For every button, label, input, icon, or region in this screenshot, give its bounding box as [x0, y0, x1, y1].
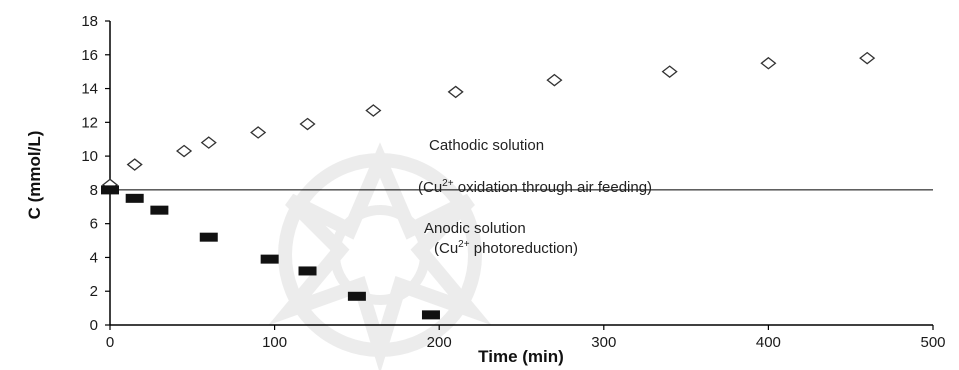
- anodic-data-point: [150, 205, 169, 215]
- cathodic-data-point: [760, 56, 777, 70]
- tick-labels: 0 100 200 300 400 500 0 2 4 6 8 10 12 14 16 18: [81, 13, 945, 351]
- y-tick-label: 8: [90, 182, 98, 199]
- cathodic-data-point: [859, 51, 876, 65]
- anodic-data-point: [199, 232, 218, 242]
- y-tick-label: 4: [90, 249, 98, 266]
- cathodic-data-point: [126, 158, 143, 171]
- cathodic-data-point: [546, 73, 563, 87]
- x-tick-label: 100: [262, 334, 287, 351]
- x-axis-label: Time (min): [478, 347, 564, 366]
- anodic-data-point: [421, 310, 440, 320]
- x-tick-label: 0: [106, 334, 114, 351]
- watermark-emblem: [268, 142, 492, 370]
- cathodic-data-point: [200, 136, 217, 149]
- anodic-annotation-detail: (Cu2+ photoreduction): [434, 239, 578, 257]
- y-tick-label: 10: [81, 148, 98, 165]
- anodic-data-point: [125, 193, 144, 203]
- y-tick-label: 0: [90, 317, 98, 334]
- axes: [105, 20, 934, 330]
- x-tick-label: 200: [427, 334, 452, 351]
- cathodic-data-point: [176, 144, 193, 158]
- y-tick-label: 2: [90, 283, 98, 300]
- anodic-annotation-title: Anodic solution: [424, 220, 526, 237]
- cathodic-data-point: [365, 104, 382, 117]
- cathodic-data-point: [250, 126, 267, 139]
- y-axis-label: C (mmol/L): [25, 131, 44, 220]
- y-tick-label: 18: [81, 13, 98, 30]
- y-tick-label: 6: [90, 216, 98, 233]
- cathodic-data-point: [299, 117, 316, 131]
- data-points: [101, 51, 876, 320]
- cathodic-annotation-detail: (Cu2+ oxidation through air feeding): [418, 178, 652, 196]
- x-tick-label: 500: [920, 334, 945, 351]
- x-tick-label: 400: [756, 334, 781, 351]
- anodic-data-point: [101, 185, 119, 195]
- cathodic-data-point: [661, 65, 678, 78]
- x-tick-label: 300: [591, 334, 616, 351]
- anodic-data-point: [298, 266, 317, 276]
- anodic-data-point: [260, 254, 279, 264]
- y-tick-label: 14: [81, 81, 98, 98]
- cathodic-data-point: [447, 85, 464, 99]
- y-tick-label: 12: [81, 114, 98, 131]
- anodic-data-point: [347, 291, 366, 301]
- cathodic-annotation-title: Cathodic solution: [429, 137, 544, 154]
- y-tick-label: 16: [81, 47, 98, 64]
